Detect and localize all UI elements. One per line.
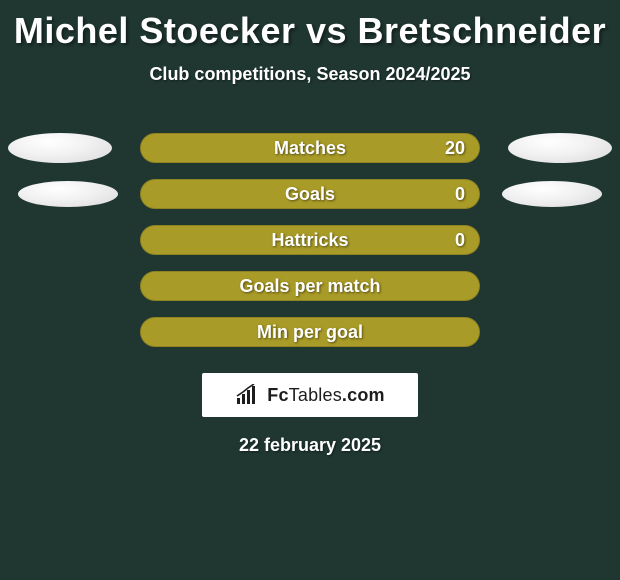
- stat-value: 0: [455, 230, 465, 251]
- stat-label: Matches: [141, 138, 479, 159]
- stat-bar: Hattricks 0: [140, 225, 480, 255]
- stat-bar: Goals 0: [140, 179, 480, 209]
- stat-label: Hattricks: [141, 230, 479, 251]
- player-right-marker: [508, 133, 612, 163]
- stat-row: Matches 20: [0, 125, 620, 171]
- stat-row: Min per goal: [0, 309, 620, 355]
- stat-row: Hattricks 0: [0, 217, 620, 263]
- stat-value: 0: [455, 184, 465, 205]
- stat-label: Goals: [141, 184, 479, 205]
- brand-rest: Tables: [289, 385, 342, 405]
- stat-label: Min per goal: [141, 322, 479, 343]
- subtitle: Club competitions, Season 2024/2025: [0, 64, 620, 85]
- stat-value: 20: [445, 138, 465, 159]
- player-left-marker: [8, 133, 112, 163]
- brand-logo: FcTables.com: [235, 384, 384, 406]
- bars-chart-icon: [235, 384, 261, 406]
- brand-logo-box: FcTables.com: [202, 373, 418, 417]
- stat-row: Goals per match: [0, 263, 620, 309]
- date-label: 22 february 2025: [0, 435, 620, 456]
- brand-suffix: .com: [342, 385, 385, 405]
- brand-bold: Fc: [267, 385, 288, 405]
- comparison-card: Michel Stoecker vs Bretschneider Club co…: [0, 0, 620, 580]
- page-title: Michel Stoecker vs Bretschneider: [0, 0, 620, 52]
- stat-row: Goals 0: [0, 171, 620, 217]
- stat-rows: Matches 20 Goals 0 Hattricks 0 Goals per…: [0, 125, 620, 355]
- brand-text: FcTables.com: [267, 385, 384, 406]
- player-right-marker: [502, 181, 602, 207]
- stat-bar: Min per goal: [140, 317, 480, 347]
- stat-label: Goals per match: [141, 276, 479, 297]
- player-left-marker: [18, 181, 118, 207]
- stat-bar: Matches 20: [140, 133, 480, 163]
- stat-bar: Goals per match: [140, 271, 480, 301]
